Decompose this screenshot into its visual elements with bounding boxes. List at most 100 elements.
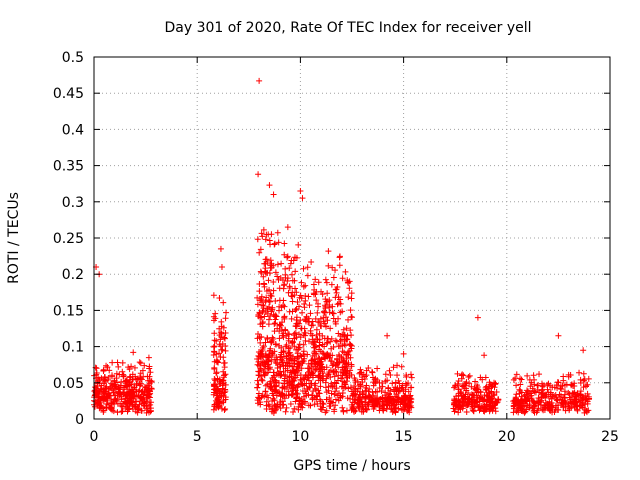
data-point [531, 409, 538, 416]
data-point [384, 396, 391, 403]
data-point [268, 293, 275, 300]
data-point [91, 392, 98, 399]
data-point [307, 310, 314, 317]
data-point [147, 369, 154, 376]
data-point [287, 260, 294, 267]
data-point [374, 377, 381, 384]
data-point [325, 262, 332, 269]
data-point [113, 375, 120, 382]
data-point [323, 340, 330, 347]
data-point [299, 309, 306, 316]
y-tick-label: 0.25 [53, 231, 84, 247]
data-point [314, 309, 321, 316]
data-point [279, 398, 286, 405]
data-point [269, 350, 276, 357]
data-point [335, 330, 342, 337]
data-point [137, 398, 144, 405]
data-point [296, 320, 303, 327]
data-point [271, 376, 278, 383]
data-point [323, 279, 330, 286]
data-point [486, 389, 493, 396]
data-point [379, 380, 386, 387]
data-point [260, 280, 267, 287]
data-point [220, 299, 227, 306]
data-point [374, 365, 381, 372]
data-point [523, 391, 530, 398]
data-point [483, 406, 490, 413]
data-point [282, 371, 289, 378]
data-point [330, 310, 337, 317]
data-point [106, 367, 113, 374]
data-point [288, 315, 295, 322]
data-point [138, 407, 145, 414]
data-point [316, 390, 323, 397]
data-point [299, 358, 306, 365]
data-point [212, 397, 219, 404]
data-point [577, 388, 584, 395]
data-point [528, 392, 535, 399]
data-point [343, 371, 350, 378]
data-point [219, 346, 226, 353]
data-point [286, 265, 293, 272]
data-point [315, 387, 322, 394]
data-point [401, 400, 408, 407]
data-point [121, 388, 128, 395]
data-point [339, 359, 346, 366]
x-tick-label: 25 [601, 429, 619, 445]
data-point [305, 360, 312, 367]
data-point [282, 327, 289, 334]
data-point [324, 290, 331, 297]
data-point [291, 335, 298, 342]
data-point [359, 391, 366, 398]
data-point [294, 383, 301, 390]
data-point [211, 376, 218, 383]
data-point [380, 407, 387, 414]
data-point [313, 396, 320, 403]
data-point [560, 398, 567, 405]
data-point [267, 262, 274, 269]
data-point [312, 291, 319, 298]
data-point [288, 271, 295, 278]
data-point [280, 362, 287, 369]
data-point [313, 297, 320, 304]
data-point [290, 357, 297, 364]
data-point [391, 401, 398, 408]
data-point [279, 319, 286, 326]
data-point [577, 376, 584, 383]
data-point [330, 344, 337, 351]
data-point [273, 341, 280, 348]
data-point [300, 341, 307, 348]
data-point [400, 350, 407, 357]
y-tick-label: 0.2 [62, 267, 84, 283]
y-tick-label: 0.3 [62, 195, 84, 211]
data-point [539, 383, 546, 390]
data-point [91, 403, 98, 410]
data-point [126, 395, 133, 402]
data-point [284, 275, 291, 282]
data-point [270, 395, 277, 402]
data-point [221, 406, 228, 413]
data-point [332, 267, 339, 274]
data-point [314, 400, 321, 407]
data-point [295, 344, 302, 351]
data-point [560, 373, 567, 380]
data-point [148, 399, 155, 406]
data-point [144, 398, 151, 405]
data-point [338, 374, 345, 381]
data-point [347, 341, 354, 348]
data-point [493, 389, 500, 396]
data-point [576, 369, 583, 376]
data-point [565, 389, 572, 396]
y-tick-label: 0.05 [53, 376, 84, 392]
data-point [362, 395, 369, 402]
data-point [463, 408, 470, 415]
data-point [324, 372, 331, 379]
data-point [394, 372, 401, 379]
data-point [145, 388, 152, 395]
data-point [218, 318, 225, 325]
data-point [277, 274, 284, 281]
data-point [475, 404, 482, 411]
data-point [222, 394, 229, 401]
data-point [341, 349, 348, 356]
data-point [451, 396, 458, 403]
